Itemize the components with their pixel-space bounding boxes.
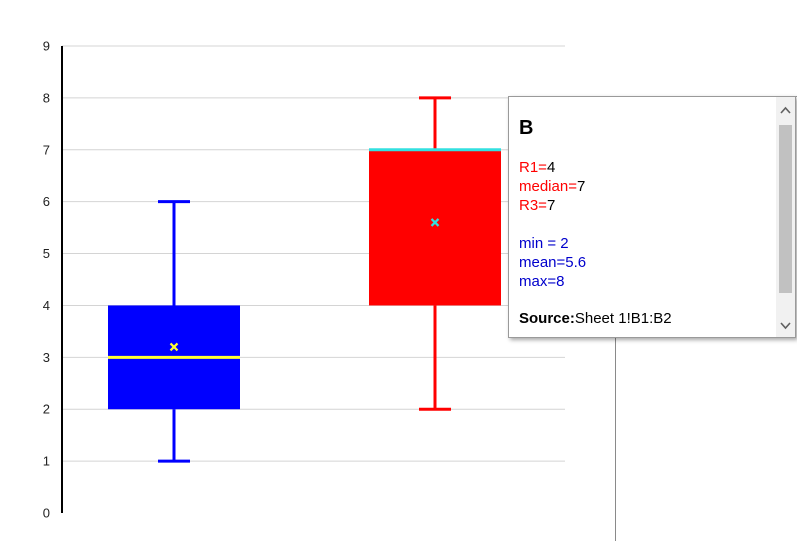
tooltip-source: Source:Sheet 1!B1:B2	[519, 310, 769, 327]
y-tick-label: 1	[43, 454, 50, 469]
tooltip-source-label: Source:	[519, 310, 575, 327]
scrollbar-thumb[interactable]	[779, 125, 792, 293]
tooltip-r3-value: 7	[546, 197, 556, 214]
tooltip-r1-key: R1=	[519, 159, 547, 176]
tooltip-content: B R1=4 median=7 R3=7 min = 2 mean=5.6 ma…	[519, 97, 769, 327]
y-tick-label: 8	[43, 90, 50, 105]
y-tick-label: 2	[43, 402, 50, 417]
tooltip-r1: R1=4	[519, 158, 769, 177]
tooltip-source-value: Sheet 1!B1:B2	[574, 310, 672, 327]
tooltip-median-value: 7	[576, 178, 586, 195]
tooltip-median-key: median=	[519, 178, 577, 195]
tooltip-max: max=8	[519, 273, 565, 290]
box-series-2	[369, 96, 501, 411]
tooltip-min: min = 2	[519, 235, 569, 252]
box	[369, 149, 501, 306]
y-tick-label: 6	[43, 194, 50, 209]
tooltip-title: B	[519, 117, 534, 139]
chevron-up-icon[interactable]	[776, 101, 795, 120]
tooltip-r3-key: R3=	[519, 197, 547, 214]
y-tick-label: 7	[43, 142, 50, 157]
mean-marker	[169, 342, 179, 352]
tooltip-r1-value: 4	[546, 159, 556, 176]
boxes	[108, 96, 501, 463]
tooltip-mean: mean=5.6	[519, 254, 587, 271]
y-tick-label: 0	[43, 506, 50, 521]
tooltip-r3: R3=7	[519, 196, 769, 215]
chevron-down-icon[interactable]	[776, 316, 795, 335]
tooltip-spacer	[519, 215, 769, 234]
y-tick-label: 4	[43, 298, 50, 313]
tooltip-scrollbar[interactable]	[776, 97, 795, 337]
y-axis-ticks: 0 1 2 3 4 5 6 7 8 9	[43, 39, 50, 521]
mean-marker	[430, 218, 440, 227]
y-tick-label: 9	[43, 39, 50, 54]
tooltip-median: median=7	[519, 177, 769, 196]
y-tick-label: 5	[43, 246, 50, 261]
tooltip-panel: B R1=4 median=7 R3=7 min = 2 mean=5.6 ma…	[508, 96, 796, 338]
y-tick-label: 3	[43, 350, 50, 365]
box-series-1	[108, 200, 240, 463]
